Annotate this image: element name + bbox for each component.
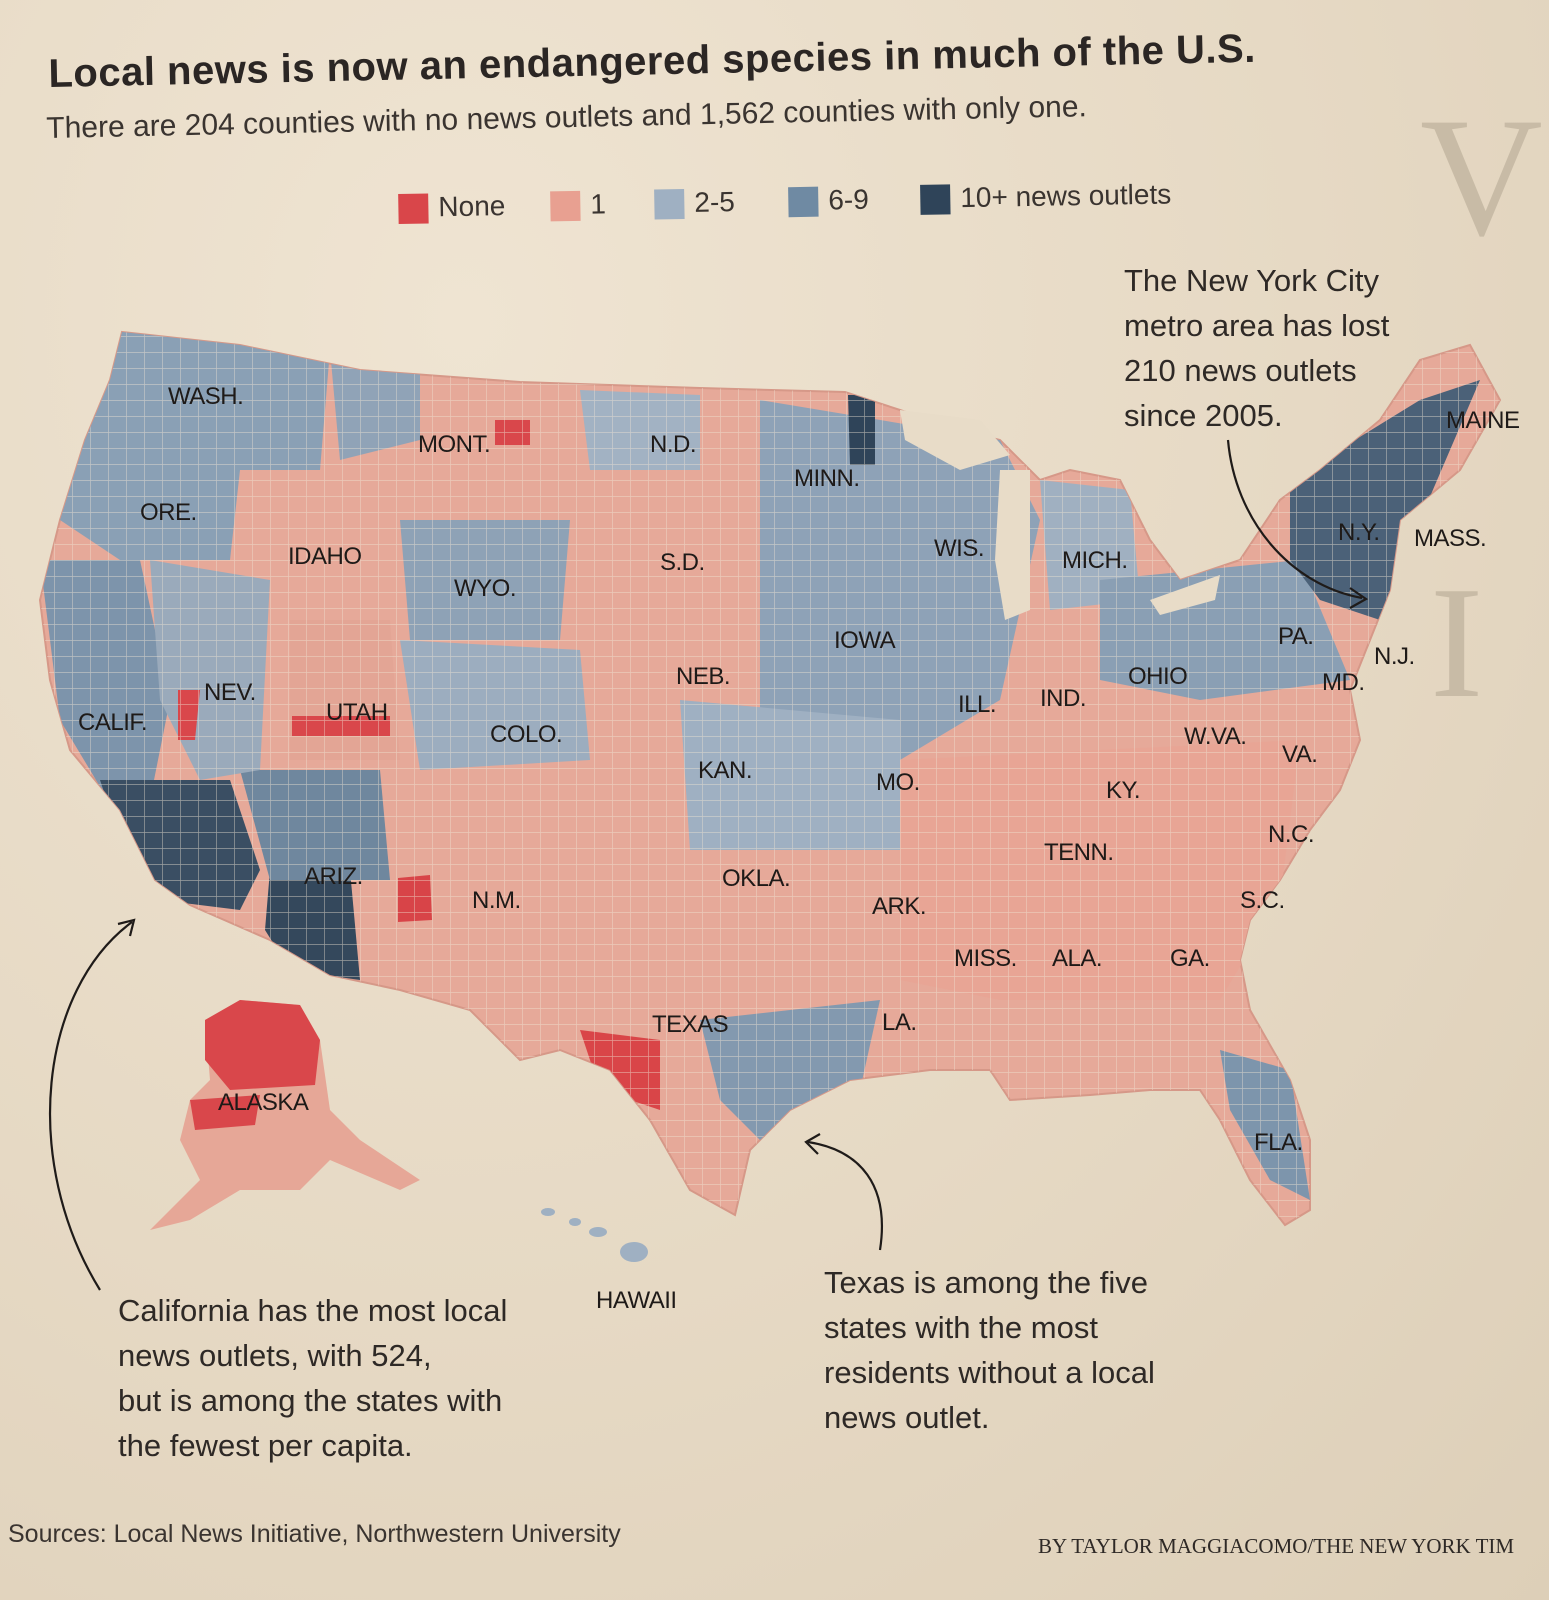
state-label-wis: WIS. [934, 535, 984, 562]
state-label-sd: S.D. [660, 549, 705, 576]
state-label-nm: N.M. [472, 887, 521, 914]
state-label-kan: KAN. [698, 757, 752, 784]
state-label-nj: N.J. [1374, 643, 1415, 670]
lake-superior [900, 410, 1010, 470]
nyc-annotation-line: 210 news outlets [1124, 353, 1357, 388]
california-arrow [48, 921, 133, 1291]
state-label-ark: ARK. [872, 893, 926, 920]
alaska-none-region [190, 1095, 260, 1130]
state-label-minn: MINN. [794, 465, 860, 492]
state-label-neb: NEB. [676, 663, 730, 690]
state-label-ariz: ARIZ. [304, 863, 363, 890]
state-label-wva: W.VA. [1184, 723, 1246, 750]
state-label-mont: MONT. [418, 431, 490, 458]
state-label-nc: N.C. [1268, 821, 1314, 848]
state-label-ohio: OHIO [1128, 663, 1187, 690]
state-label-okla: OKLA. [722, 865, 790, 892]
state-label-maine: MAINE [1446, 407, 1520, 434]
nyc-arrow-head [1349, 587, 1369, 609]
state-label-ny: N.Y. [1338, 519, 1380, 546]
state-label-nev: NEV. [204, 679, 256, 706]
california-annotation-line: California has the most local [118, 1293, 508, 1328]
state-label-hawaii: HAWAII [596, 1287, 677, 1314]
state-label-md: MD. [1322, 669, 1365, 696]
state-label-sc: S.C. [1240, 887, 1285, 914]
texas-arrow [807, 1140, 883, 1251]
state-label-tenn: TENN. [1044, 839, 1114, 866]
state-label-pa: PA. [1278, 623, 1313, 650]
state-label-ind: IND. [1040, 685, 1086, 712]
state-label-fla: FLA. [1254, 1129, 1303, 1156]
texas-annotation-line: news outlet. [824, 1400, 990, 1435]
texas-annotation-line: residents without a local [824, 1355, 1155, 1390]
state-label-texas: TEXAS [652, 1011, 728, 1038]
texas-annotation: Texas is among the five states with the … [824, 1260, 1155, 1440]
state-label-ga: GA. [1170, 945, 1210, 972]
california-arrow-head [117, 918, 136, 937]
california-annotation-line: but is among the states with [118, 1383, 503, 1418]
state-label-ill: ILL. [958, 691, 996, 718]
bleed-through-letter: I [1430, 553, 1484, 731]
state-label-alaska: ALASKA [218, 1089, 309, 1116]
state-label-ky: KY. [1106, 777, 1140, 804]
texas-arrow-head [804, 1133, 821, 1155]
texas-annotation-line: states with the most [824, 1310, 1098, 1345]
nyc-annotation-line: metro area has lost [1124, 308, 1390, 343]
state-label-wash: WASH. [168, 383, 243, 410]
nyc-annotation-line: since 2005. [1124, 398, 1283, 433]
state-labels: WASH. ORE. CALIF. IDAHO NEV. MONT. WYO. … [78, 383, 1520, 1314]
state-label-mich: MICH. [1062, 547, 1128, 574]
bleed-through-letter: V [1420, 83, 1543, 271]
state-label-ore: ORE. [140, 499, 197, 526]
california-annotation-line: the fewest per capita. [118, 1428, 413, 1463]
state-label-mass: MASS. [1414, 525, 1486, 552]
lake-michigan [995, 470, 1030, 620]
california-annotation: California has the most local news outle… [118, 1288, 507, 1468]
state-label-colo: COLO. [490, 721, 562, 748]
state-label-mo: MO. [876, 769, 920, 796]
state-label-va: VA. [1282, 741, 1317, 768]
texas-annotation-line: Texas is among the five [824, 1265, 1148, 1300]
byline-credit: BY TAYLOR MAGGIACOMO/THE NEW YORK TIM [1038, 1534, 1515, 1558]
source-note: Sources: Local News Initiative, Northwes… [8, 1520, 621, 1548]
state-label-idaho: IDAHO [288, 543, 362, 570]
nyc-annotation-line: The New York City [1124, 263, 1379, 298]
hawaii-islands [541, 1208, 648, 1262]
state-label-la: LA. [882, 1009, 917, 1036]
state-label-nd: N.D. [650, 431, 696, 458]
state-label-utah: UTAH [326, 699, 388, 726]
state-label-iowa: IOWA [834, 627, 896, 654]
state-label-calif: CALIF. [78, 709, 147, 736]
state-label-ala: ALA. [1052, 945, 1102, 972]
alaska-none-region [205, 1000, 320, 1090]
nyc-arrow [1226, 439, 1363, 600]
state-label-wyo: WYO. [454, 575, 516, 602]
lake-erie [1150, 575, 1220, 615]
state-label-miss: MISS. [954, 945, 1017, 972]
nyc-annotation: The New York City metro area has lost 21… [1124, 258, 1389, 438]
california-annotation-line: news outlets, with 524, [118, 1338, 432, 1373]
